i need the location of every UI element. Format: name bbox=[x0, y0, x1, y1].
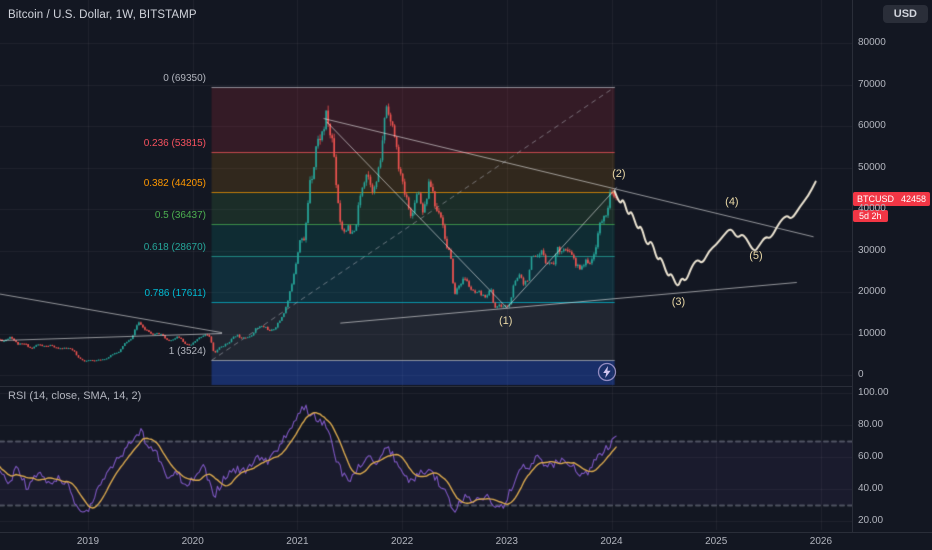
fib-level-label[interactable]: 1 (3524) bbox=[168, 346, 206, 358]
price-axis-tick: 70000 bbox=[858, 78, 886, 90]
lightning-bolt-icon[interactable] bbox=[597, 362, 617, 382]
price-axis-tick: 60000 bbox=[858, 120, 886, 131]
time-axis-label: 2020 bbox=[181, 536, 204, 547]
price-axis-tick: 0 bbox=[858, 369, 864, 380]
price-axis-tick: 50000 bbox=[858, 161, 886, 173]
elliott-wave-label[interactable]: (4) bbox=[725, 195, 739, 208]
rsi-indicator-title[interactable]: RSI (14, close, SMA, 14, 2) bbox=[8, 390, 142, 402]
symbol-title[interactable]: Bitcoin / U.S. Dollar, 1W, BITSTAMP bbox=[8, 9, 197, 21]
price-axis-tick: 30000 bbox=[858, 244, 886, 256]
price-axis-tick: 10000 bbox=[858, 327, 886, 339]
bar-countdown: 5d 2h bbox=[853, 209, 888, 222]
elliott-wave-label[interactable]: (2) bbox=[612, 167, 626, 180]
time-axis-label: 2022 bbox=[390, 536, 414, 547]
price-tag-value: 42458 bbox=[900, 193, 926, 204]
time-axis-label: 2023 bbox=[495, 536, 518, 547]
currency-toggle-button[interactable]: USD bbox=[882, 5, 928, 23]
rsi-axis-tick: 80.00 bbox=[858, 419, 884, 430]
time-axis-label: 2026 bbox=[809, 536, 833, 547]
price-axis-tick: 40000 bbox=[858, 203, 886, 214]
elliott-wave-label[interactable]: (1) bbox=[499, 314, 513, 327]
rsi-axis-tick: 40.00 bbox=[858, 483, 884, 494]
time-axis-label: 2021 bbox=[286, 536, 309, 547]
rsi-axis-tick: 20.00 bbox=[858, 515, 884, 526]
price-axis-tick: 80000 bbox=[858, 37, 886, 48]
current-price-tag: BTCUSD 42458 5d 2h bbox=[853, 191, 930, 224]
price-tag-symbol: BTCUSD bbox=[857, 193, 895, 204]
time-axis-label: 2024 bbox=[600, 536, 623, 547]
elliott-wave-label[interactable]: (5) bbox=[749, 249, 763, 262]
fib-level-label[interactable]: 0.786 (17611) bbox=[144, 287, 206, 299]
fib-level-label[interactable]: 0.5 (36437) bbox=[154, 209, 206, 221]
price-axis-tick: 20000 bbox=[858, 286, 886, 297]
time-axis-label: 2019 bbox=[76, 536, 100, 547]
fib-level-label[interactable]: 0.382 (44205) bbox=[143, 177, 206, 189]
fib-level-label[interactable]: 0.236 (53815) bbox=[143, 137, 206, 149]
fib-level-label[interactable]: 0 (69350) bbox=[163, 73, 206, 85]
fib-level-label[interactable]: 0.618 (28670) bbox=[143, 242, 206, 254]
elliott-wave-label[interactable]: (3) bbox=[671, 295, 686, 308]
time-axis-label: 2025 bbox=[705, 536, 728, 547]
price-axis[interactable] bbox=[852, 0, 932, 532]
time-axis[interactable] bbox=[0, 532, 932, 550]
rsi-axis-tick: 60.00 bbox=[858, 451, 884, 462]
rsi-axis-tick: 100.00 bbox=[858, 387, 889, 398]
pane-separator[interactable] bbox=[0, 386, 852, 387]
chart-canvas[interactable] bbox=[0, 0, 852, 532]
price-tag-row: BTCUSD 42458 bbox=[853, 191, 930, 206]
